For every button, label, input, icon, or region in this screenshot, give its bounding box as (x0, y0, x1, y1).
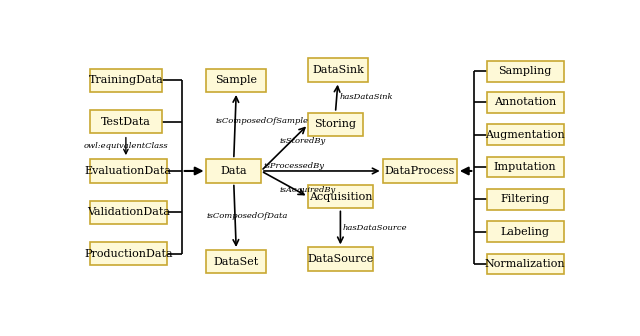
FancyBboxPatch shape (90, 110, 162, 133)
Text: TrainingData: TrainingData (88, 75, 163, 85)
FancyBboxPatch shape (486, 221, 564, 242)
FancyBboxPatch shape (308, 247, 372, 270)
Text: ValidationData: ValidationData (87, 207, 170, 217)
FancyBboxPatch shape (308, 58, 368, 82)
FancyBboxPatch shape (486, 254, 564, 275)
Text: isAcquiredBy: isAcquiredBy (280, 186, 336, 195)
Text: Acquisition: Acquisition (308, 192, 372, 202)
FancyBboxPatch shape (308, 113, 363, 136)
Text: EvaluationData: EvaluationData (85, 166, 172, 176)
Text: Normalization: Normalization (485, 259, 566, 269)
Text: hasDataSink: hasDataSink (339, 93, 393, 101)
Text: Imputation: Imputation (494, 162, 556, 172)
FancyBboxPatch shape (90, 242, 167, 265)
Text: Storing: Storing (314, 119, 356, 129)
Text: Sample: Sample (215, 75, 257, 85)
FancyBboxPatch shape (90, 201, 167, 224)
FancyBboxPatch shape (308, 185, 372, 208)
Text: Sampling: Sampling (499, 67, 552, 76)
Text: isComposedOfData: isComposedOfData (207, 212, 288, 220)
Text: DataSet: DataSet (214, 256, 259, 266)
FancyBboxPatch shape (90, 159, 167, 183)
Text: Filtering: Filtering (500, 195, 550, 204)
FancyBboxPatch shape (207, 159, 261, 183)
FancyBboxPatch shape (486, 61, 564, 82)
FancyBboxPatch shape (207, 250, 266, 273)
Text: isComposedOfSample: isComposedOfSample (216, 117, 308, 125)
Text: DataSource: DataSource (307, 254, 374, 264)
FancyBboxPatch shape (207, 69, 266, 92)
FancyBboxPatch shape (486, 157, 564, 177)
Text: Annotation: Annotation (494, 97, 556, 108)
Text: isStoredBy: isStoredBy (280, 137, 326, 145)
Text: DataSink: DataSink (312, 65, 364, 75)
Text: DataProcess: DataProcess (385, 166, 455, 176)
Text: Data: Data (220, 166, 247, 176)
Text: ProductionData: ProductionData (84, 249, 173, 259)
FancyBboxPatch shape (486, 124, 564, 145)
FancyBboxPatch shape (486, 92, 564, 113)
Text: Augmentation: Augmentation (485, 130, 565, 140)
Text: isProcessedBy: isProcessedBy (264, 162, 324, 170)
FancyBboxPatch shape (90, 69, 162, 92)
Text: Labeling: Labeling (500, 227, 550, 237)
Text: hasDataSource: hasDataSource (343, 224, 408, 232)
FancyBboxPatch shape (383, 159, 457, 183)
Text: owl:equivalentClass: owl:equivalentClass (84, 142, 168, 151)
Text: TestData: TestData (101, 117, 151, 127)
FancyBboxPatch shape (486, 189, 564, 210)
